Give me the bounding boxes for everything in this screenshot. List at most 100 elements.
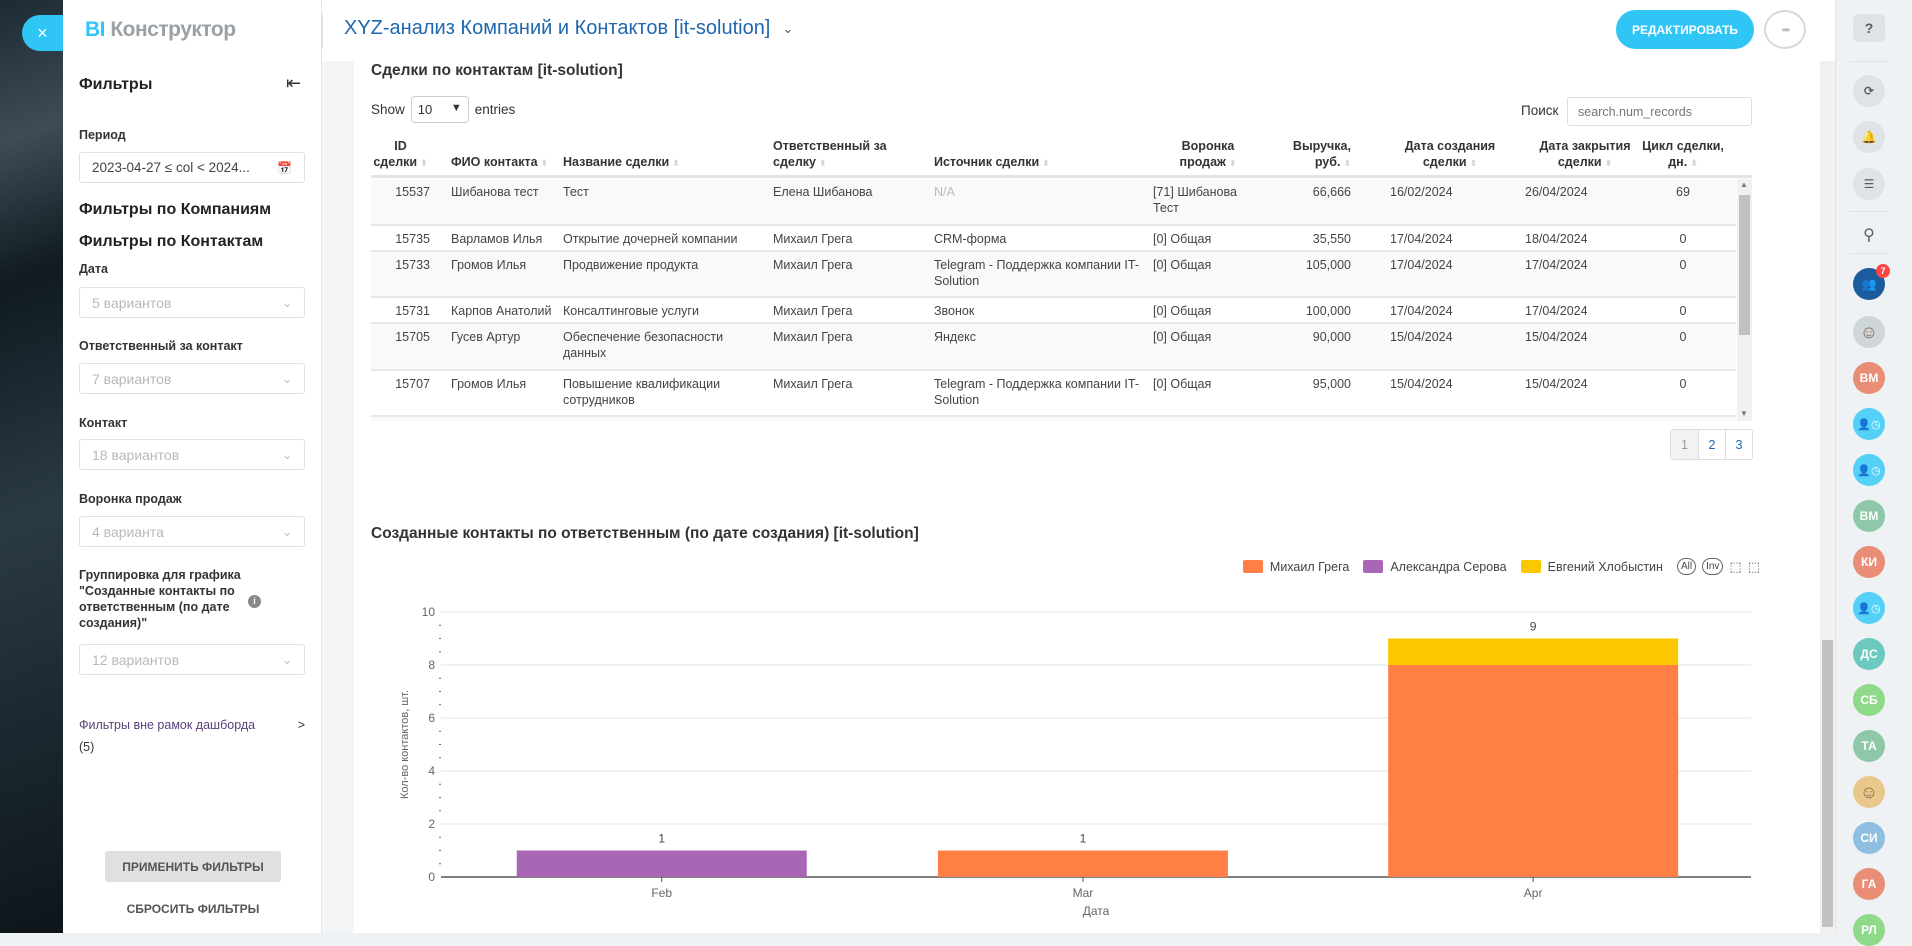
table-row[interactable]: 15705 Гусев Артур Обеспечение безопасности… bbox=[371, 324, 1736, 371]
bar-apr[interactable] bbox=[1388, 665, 1679, 877]
reset-filters-button[interactable]: СБРОСИТЬ ФИЛЬТРЫ bbox=[126, 902, 260, 916]
info-icon[interactable]: i bbox=[248, 595, 261, 608]
filters-title: Фильтры bbox=[79, 76, 153, 93]
table-scrollbar-thumb[interactable] bbox=[1739, 195, 1750, 335]
help-icon[interactable]: ? bbox=[1853, 14, 1885, 42]
chat-list-icon[interactable]: ☰ bbox=[1853, 168, 1885, 200]
bar-mar[interactable] bbox=[937, 850, 1228, 878]
table-row[interactable] bbox=[371, 417, 1736, 421]
table-cell: 17/04/2024 bbox=[1390, 258, 1453, 272]
column-header[interactable]: Название сделки ⬍ bbox=[563, 154, 768, 171]
avatar[interactable]: ДС bbox=[1853, 638, 1885, 670]
bell-icon[interactable]: 🔔 bbox=[1853, 121, 1885, 153]
filter-select-responsible[interactable]: 7 вариантов ⌄ bbox=[79, 363, 305, 394]
user-clock-icon[interactable]: 👤◷ bbox=[1853, 454, 1885, 486]
legend-item[interactable]: Михаил Грега bbox=[1242, 560, 1349, 574]
legend-item[interactable]: Евгений Хлобыстин bbox=[1520, 560, 1663, 574]
avatar[interactable]: СБ bbox=[1853, 684, 1885, 716]
avatar[interactable]: ВМ bbox=[1853, 362, 1885, 394]
table-cell: Telegram - Поддержка компании IT-Solutio… bbox=[934, 377, 1139, 407]
page-button[interactable]: 2 bbox=[1698, 430, 1725, 459]
search-icon[interactable]: ⚲ bbox=[1863, 227, 1875, 244]
column-header[interactable]: Источник сделки ⬍ bbox=[934, 154, 1144, 171]
collapse-panel-icon[interactable]: ⇤ bbox=[286, 73, 302, 93]
close-button[interactable]: × bbox=[22, 15, 63, 51]
filter-select-funnel[interactable]: 4 варианта ⌄ bbox=[79, 516, 305, 547]
entries-select[interactable]: 10 ▼ bbox=[410, 96, 469, 123]
more-button[interactable]: ••• bbox=[1764, 10, 1806, 49]
y-tick-label: 0 bbox=[428, 870, 435, 884]
column-header[interactable]: Воронка продаж ⬍ bbox=[1153, 138, 1263, 171]
filter-select-grouping[interactable]: 12 вариантов ⌄ bbox=[79, 644, 305, 675]
column-header[interactable]: ID сделки ⬍ bbox=[371, 138, 430, 171]
sort-icon: ⬍ bbox=[1690, 158, 1698, 168]
column-header[interactable]: Цикл сделки, дн. ⬍ bbox=[1633, 138, 1733, 171]
table-row[interactable]: 15537 Шибанова тест Тест Елена Шибанова N/A [… bbox=[371, 179, 1736, 226]
avatar[interactable]: РЛ bbox=[1853, 914, 1885, 946]
avatar-initials: КИ bbox=[1861, 555, 1877, 569]
user-clock-icon[interactable]: 👤◷ bbox=[1853, 592, 1885, 624]
filter-label-responsible: Ответственный за контакт bbox=[79, 339, 243, 353]
legend-swatch bbox=[1520, 560, 1541, 573]
column-header[interactable]: Выручка, руб. ⬍ bbox=[1271, 138, 1351, 171]
reset-zoom-icon[interactable]: ⬚ bbox=[1747, 558, 1760, 574]
dashboard-title-dropdown[interactable]: XYZ-анализ Компаний и Контактов [it-solu… bbox=[344, 17, 793, 40]
avatar-initials: СИ bbox=[1860, 831, 1878, 845]
avatar-initials: СБ bbox=[1860, 693, 1878, 707]
avatar-photo[interactable]: ☺ bbox=[1853, 316, 1885, 348]
contacts-filters-heading: Фильтры по Контактам bbox=[79, 233, 264, 250]
avatar-photo[interactable]: ☺ bbox=[1853, 776, 1885, 808]
legend-all-button[interactable]: All bbox=[1676, 558, 1697, 575]
filters-panel bbox=[63, 0, 322, 933]
table-cell: 0 bbox=[1679, 232, 1687, 246]
sync-icon[interactable]: ⟳ bbox=[1853, 75, 1885, 107]
apply-filters-button[interactable]: ПРИМЕНИТЬ ФИЛЬТРЫ bbox=[105, 851, 281, 882]
column-header[interactable]: ФИО контакта ⬍ bbox=[451, 154, 561, 171]
avatar[interactable]: ВМ bbox=[1853, 500, 1885, 532]
column-header[interactable]: Дата создания сделки ⬍ bbox=[1390, 138, 1510, 171]
table-cell: 15/04/2024 bbox=[1525, 377, 1588, 391]
header bbox=[322, 0, 1835, 61]
sort-icon: ⬍ bbox=[672, 158, 680, 168]
main-scrollbar-thumb[interactable] bbox=[1822, 640, 1833, 927]
scroll-down-icon[interactable]: ▼ bbox=[1740, 409, 1748, 418]
table-row[interactable]: 15735 Варламов Илья Открытие дочерней комп… bbox=[371, 226, 1736, 252]
bar-feb[interactable] bbox=[516, 850, 807, 878]
table-row[interactable]: 15731 Карпов Анатолий Консалтинговые услуг… bbox=[371, 298, 1736, 324]
bar-apr[interactable] bbox=[1388, 638, 1679, 666]
legend-inv-button[interactable]: Inv bbox=[1702, 558, 1724, 575]
period-input[interactable]: 2023-04-27 ≤ col < 2024... 📅 bbox=[79, 152, 305, 183]
filter-select-date[interactable]: 5 вариантов ⌄ bbox=[79, 287, 305, 318]
column-header[interactable]: Дата закрытия сделки ⬍ bbox=[1525, 138, 1645, 171]
legend-item[interactable]: Александра Серова bbox=[1363, 560, 1507, 574]
table-cell: Михаил Грега bbox=[773, 232, 853, 246]
select-value: 4 варианта bbox=[92, 523, 164, 540]
outside-filters-count: (5) bbox=[79, 740, 95, 754]
edit-button[interactable]: РЕДАКТИРОВАТЬ bbox=[1616, 10, 1754, 49]
page-button[interactable]: 3 bbox=[1725, 430, 1752, 459]
user-clock-icon[interactable]: 👤◷ bbox=[1853, 408, 1885, 440]
table-cell: 15731 bbox=[395, 304, 430, 318]
y-tick-label: 10 bbox=[422, 605, 436, 619]
table-cell: 100,000 bbox=[1305, 304, 1351, 318]
avatar[interactable]: СИ bbox=[1853, 822, 1885, 854]
avatar-initials: ВМ bbox=[1859, 371, 1879, 385]
page-button[interactable]: 1 bbox=[1671, 430, 1698, 459]
avatar[interactable]: ГА bbox=[1853, 868, 1885, 900]
search-input[interactable] bbox=[1567, 97, 1752, 126]
table-cell: 26/04/2024 bbox=[1525, 185, 1588, 199]
table-row[interactable]: 15733 Громов Илья Продвижение продукта Миха… bbox=[371, 252, 1736, 298]
filter-select-contact[interactable]: 18 вариантов ⌄ bbox=[79, 439, 305, 470]
table-row[interactable]: 15707 Громов Илья Повышение квалификации с… bbox=[371, 371, 1736, 417]
avatar[interactable]: КИ bbox=[1853, 546, 1885, 578]
chart-legend: Михаил Грега Александра Серова Евгений Хло… bbox=[1242, 558, 1760, 575]
table-scrollbar[interactable]: ▲ ▼ bbox=[1737, 179, 1752, 421]
outside-filters-link[interactable]: Фильтры вне рамок дашборда (5) > bbox=[79, 714, 305, 758]
table-cell: Громов Илья bbox=[451, 377, 527, 391]
column-header[interactable]: Ответственный за сделку ⬍ bbox=[773, 138, 928, 171]
scroll-up-icon[interactable]: ▲ bbox=[1740, 180, 1748, 189]
select-value: 18 вариантов bbox=[92, 446, 180, 463]
zoom-select-icon[interactable]: ⬚ bbox=[1729, 558, 1742, 574]
avatar[interactable]: ТА bbox=[1853, 730, 1885, 762]
